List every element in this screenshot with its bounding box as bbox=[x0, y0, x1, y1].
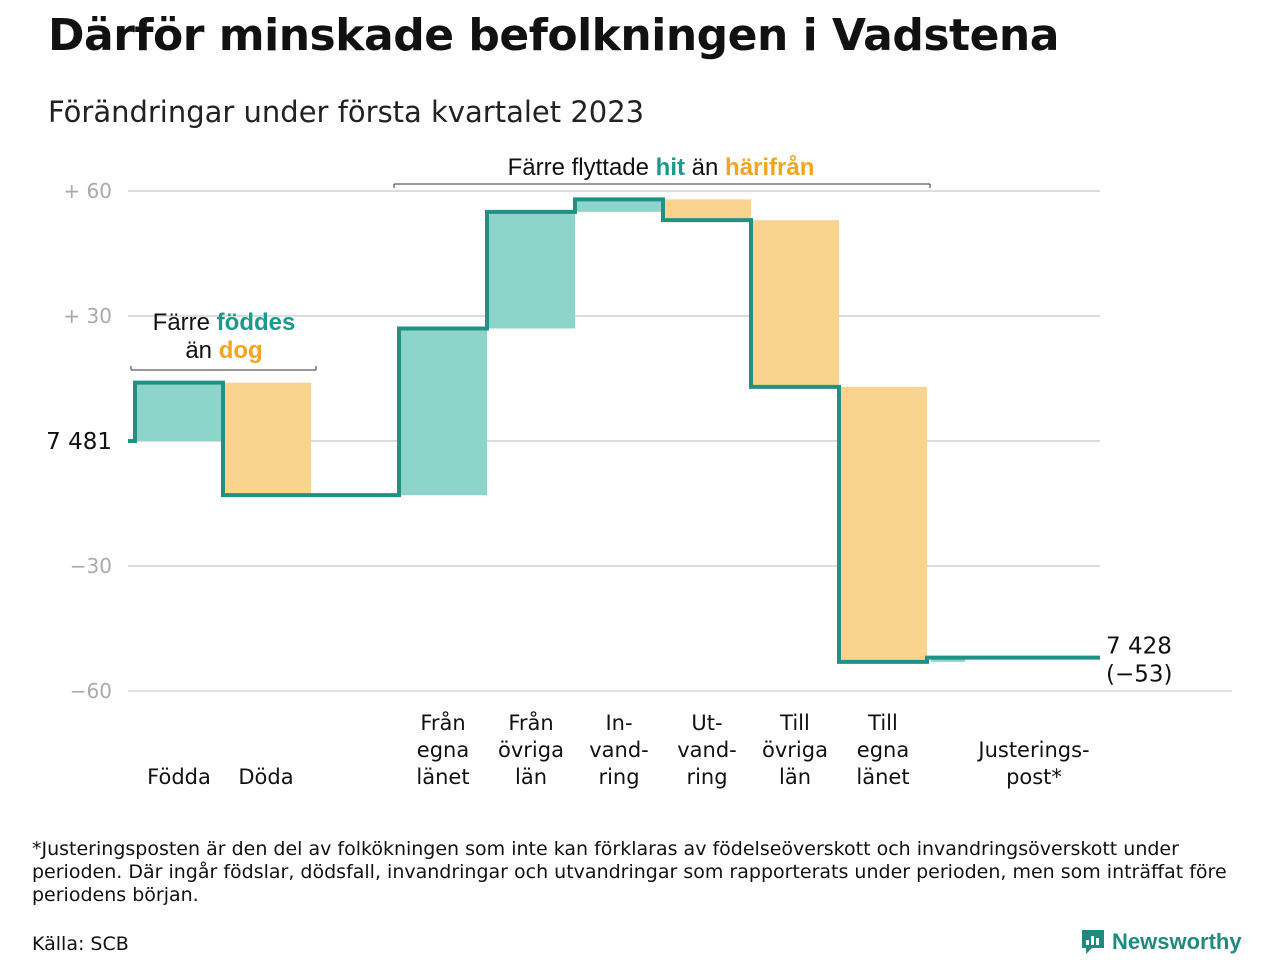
y-tick-label: −30 bbox=[70, 554, 112, 578]
y-tick-label: + 60 bbox=[63, 179, 112, 203]
end-change-label: (−53) bbox=[1106, 662, 1172, 688]
start-value-label: 7 481 bbox=[46, 429, 112, 455]
waterfall-bar bbox=[751, 220, 839, 387]
annotation-births-line2: än dog bbox=[185, 337, 262, 364]
x-category-label: Till övriga län bbox=[762, 711, 828, 789]
waterfall-bar bbox=[575, 199, 663, 212]
footnote: *Justeringsposten är den del av folkökni… bbox=[32, 838, 1227, 906]
brand-name: Newsworthy bbox=[1112, 929, 1242, 954]
waterfall-bar bbox=[223, 382, 311, 496]
x-category-label: Ut-vand-ring bbox=[677, 711, 737, 789]
waterfall-bar bbox=[839, 386, 927, 662]
chart-subtitle: Förändringar under första kvartalet 2023 bbox=[48, 95, 645, 129]
x-category-label: Från egna länet bbox=[416, 710, 469, 789]
annotation-births-line1: Färre föddes bbox=[153, 309, 296, 336]
x-category-label: Födda bbox=[147, 765, 211, 789]
source-label: Källa: SCB bbox=[32, 933, 129, 955]
newsworthy-logo-icon bbox=[1082, 930, 1104, 954]
waterfall-chart: + 60 + 30 −30 −60 7 481 7 428(−53) Födda Döda Fr… bbox=[46, 154, 1232, 789]
y-tick-label: + 30 bbox=[63, 304, 112, 328]
waterfall-bar bbox=[663, 199, 751, 221]
x-category-label: Till egna länet bbox=[856, 711, 909, 789]
waterfall-bar bbox=[135, 382, 223, 441]
x-category-label: Från övriga län bbox=[498, 710, 564, 789]
annotation-migration: Färre flyttade hit än härifrån bbox=[508, 154, 815, 181]
end-value-label: 7 428 bbox=[1106, 634, 1172, 660]
waterfall-bar bbox=[399, 328, 487, 496]
waterfall-bar bbox=[931, 657, 965, 662]
x-category-label: In-vand-ring bbox=[589, 711, 649, 789]
x-category-label: Justerings-post* bbox=[976, 738, 1089, 789]
y-tick-label: −60 bbox=[70, 679, 112, 703]
chart-title: Därför minskade befolkningen i Vadstena bbox=[48, 10, 1059, 61]
waterfall-bar bbox=[487, 211, 575, 329]
x-category-label: Döda bbox=[238, 765, 293, 789]
running-total-line bbox=[128, 197, 1100, 664]
brand: Newsworthy bbox=[1080, 928, 1242, 956]
